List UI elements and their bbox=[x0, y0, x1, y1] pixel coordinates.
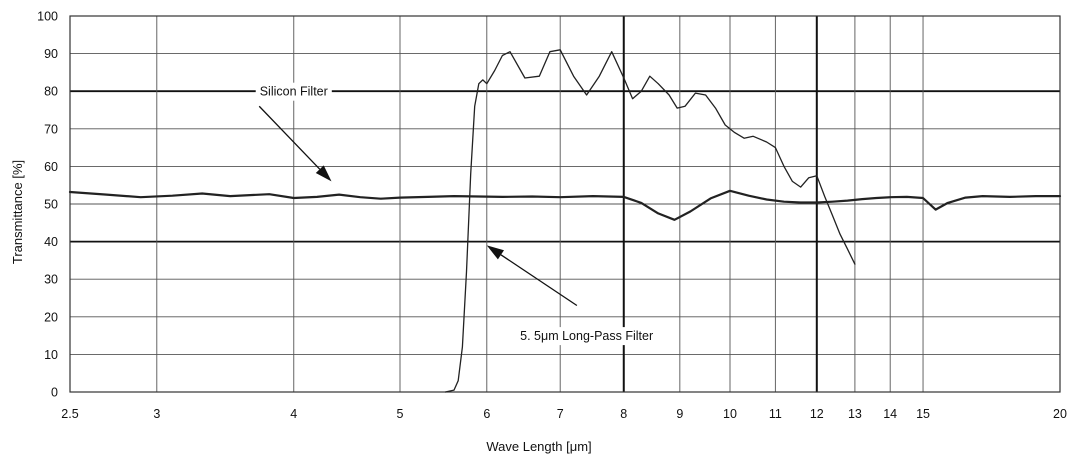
series-line-1 bbox=[68, 189, 1062, 221]
annotation-label: 5. 5μm Long-Pass Filter bbox=[520, 329, 653, 343]
annotation-label-background bbox=[516, 327, 658, 346]
x-tick-label: 13 bbox=[848, 407, 862, 421]
tick-labels: 0 10 20 30 40 50 60 70 80 90 100 2.5 3 4 5 6 7 8 9 10 11 12 13… bbox=[37, 10, 1067, 422]
series-layer bbox=[68, 49, 1062, 393]
y-tick-label: 0 bbox=[51, 386, 58, 400]
x-tick-label: 2.5 bbox=[61, 407, 78, 421]
y-tick-label: 70 bbox=[44, 122, 58, 136]
x-tick-label: 14 bbox=[883, 407, 897, 421]
y-tick-label: 90 bbox=[44, 47, 58, 61]
annotation-label-background bbox=[255, 82, 332, 101]
x-tick-label: 9 bbox=[676, 407, 683, 421]
x-tick-label: 5 bbox=[397, 407, 404, 421]
x-tick-label: 15 bbox=[916, 407, 930, 421]
x-tick-label: 4 bbox=[290, 407, 297, 421]
y-tick-label: 60 bbox=[44, 160, 58, 174]
annotation-label: Silicon Filter bbox=[260, 85, 328, 99]
x-tick-label: 12 bbox=[810, 407, 824, 421]
annotation-layer: Silicon Filter 5. 5μm Long-Pass Filter bbox=[255, 82, 658, 346]
y-tick-label: 30 bbox=[44, 273, 58, 287]
x-tick-label: 6 bbox=[483, 407, 490, 421]
y-tick-label: 40 bbox=[44, 235, 58, 249]
annotation-arrow-head bbox=[486, 245, 504, 260]
x-tick-label: 3 bbox=[153, 407, 160, 421]
y-tick-label: 20 bbox=[44, 310, 58, 324]
y-axis-title: Transmittance [%] bbox=[10, 160, 25, 264]
x-axis-title: Wave Length [μm] bbox=[486, 439, 591, 454]
y-tick-label: 80 bbox=[44, 85, 58, 99]
x-tick-label: 11 bbox=[769, 407, 782, 421]
x-tick-label: 20 bbox=[1053, 407, 1067, 421]
x-tick-label: 10 bbox=[723, 407, 737, 421]
annotation-arrow-shaft bbox=[258, 105, 321, 170]
x-tick-label: 8 bbox=[620, 407, 627, 421]
y-tick-label: 100 bbox=[37, 10, 58, 24]
y-tick-label: 10 bbox=[44, 348, 58, 362]
annotation-arrow-head bbox=[315, 165, 332, 182]
y-tick-label: 50 bbox=[44, 198, 58, 212]
x-tick-label: 7 bbox=[557, 407, 564, 421]
plot-border bbox=[69, 15, 1061, 393]
series-line-2 bbox=[444, 49, 856, 393]
plot-frame bbox=[69, 15, 1061, 393]
annotation-arrow-shaft bbox=[500, 254, 578, 307]
